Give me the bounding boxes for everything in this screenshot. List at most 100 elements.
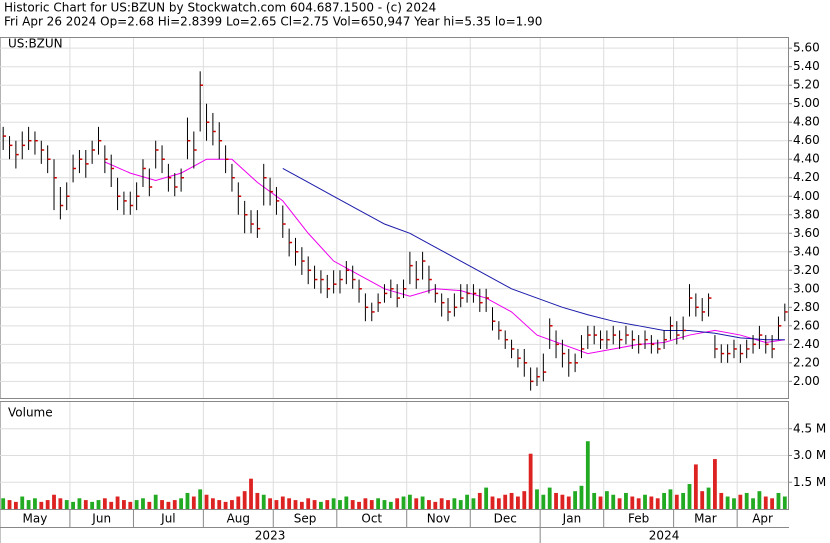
volume-bar bbox=[535, 489, 539, 509]
volume-bar bbox=[319, 501, 323, 509]
volume-bar bbox=[71, 501, 75, 509]
volume-bar bbox=[33, 498, 37, 509]
volume-bar bbox=[744, 492, 749, 509]
volume-bar bbox=[287, 498, 292, 509]
volume-bar bbox=[782, 496, 787, 509]
volume-bar bbox=[566, 496, 571, 509]
y-tick-label: 2.40 bbox=[793, 337, 820, 351]
y-tick-label: 5.00 bbox=[793, 96, 820, 110]
volume-bar bbox=[668, 489, 673, 509]
volume-bar bbox=[382, 500, 387, 509]
volume-bar bbox=[598, 496, 603, 509]
volume-bar bbox=[407, 494, 412, 509]
volume-bar bbox=[738, 494, 743, 509]
y-tick-label: 3.00 bbox=[793, 281, 820, 295]
x-tick-label: Feb bbox=[628, 512, 649, 526]
volume-bar bbox=[522, 491, 527, 509]
y-tick-label: 2.00 bbox=[793, 374, 820, 388]
x-tick-label: Jul bbox=[160, 512, 175, 526]
y-tick-label: 4.60 bbox=[793, 133, 820, 147]
volume-bar bbox=[643, 494, 647, 509]
volume-bar bbox=[624, 492, 628, 509]
y-tick-label: 3.60 bbox=[793, 226, 820, 240]
volume-bar bbox=[217, 500, 222, 509]
y-tick-label: 4.40 bbox=[793, 152, 820, 166]
volume-bar bbox=[134, 500, 139, 509]
x-tick-label: Jun bbox=[91, 512, 111, 526]
volume-bar bbox=[541, 494, 546, 509]
volume-bar bbox=[503, 494, 508, 509]
volume-bar bbox=[255, 492, 260, 509]
volume-bar bbox=[357, 501, 361, 509]
volume-bar bbox=[115, 496, 120, 509]
volume-bar bbox=[293, 500, 298, 509]
y-tick-label: 2.60 bbox=[793, 318, 820, 332]
y-tick-label: 3.80 bbox=[793, 207, 820, 221]
y-tick-label: 3.0 M bbox=[793, 448, 826, 462]
volume-bar bbox=[369, 500, 374, 509]
volume-bar bbox=[604, 491, 609, 509]
volume-bar bbox=[719, 492, 724, 509]
volume-bar bbox=[210, 498, 215, 509]
y-tick-label: 5.60 bbox=[793, 41, 820, 55]
volume-bar bbox=[325, 500, 330, 509]
volume-bar bbox=[636, 498, 641, 509]
volume-bar bbox=[725, 496, 730, 509]
volume-bar bbox=[630, 496, 635, 509]
volume-bar bbox=[687, 484, 692, 509]
volume-bar bbox=[388, 501, 393, 509]
volume-bar bbox=[751, 498, 755, 509]
volume-bar bbox=[554, 492, 558, 509]
volume-bar bbox=[7, 500, 12, 509]
volume-bar bbox=[763, 496, 768, 509]
volume-bar bbox=[299, 501, 304, 509]
volume-bar bbox=[395, 498, 400, 509]
y-tick-label: 1.5 M bbox=[793, 475, 826, 489]
volume-bar bbox=[706, 487, 711, 509]
volume-bar bbox=[490, 496, 495, 509]
volume-bar bbox=[64, 500, 69, 509]
chart-title: Historic Chart for US:BZUN by Stockwatch… bbox=[4, 1, 436, 15]
volume-bar bbox=[268, 498, 272, 509]
volume-bar bbox=[560, 494, 565, 509]
volume-bar bbox=[153, 494, 158, 509]
volume-bar bbox=[579, 485, 584, 509]
y-tick-label: 3.40 bbox=[793, 244, 820, 258]
volume-bar bbox=[427, 500, 431, 509]
volume-bar bbox=[261, 494, 266, 509]
volume-bar bbox=[465, 494, 469, 509]
volume-bar bbox=[700, 491, 705, 509]
y-tick-label: 4.00 bbox=[793, 189, 820, 203]
volume-bar bbox=[39, 501, 44, 509]
volume-bar bbox=[52, 494, 56, 509]
volume-bar bbox=[172, 500, 177, 509]
volume-bar bbox=[344, 496, 349, 509]
volume-bar bbox=[198, 489, 203, 509]
volume-bar bbox=[757, 491, 762, 509]
x-tick-label: Sep bbox=[294, 512, 317, 526]
volume-bar bbox=[401, 496, 406, 509]
volume-bar bbox=[109, 501, 114, 509]
volume-bar bbox=[433, 501, 438, 509]
volume-bar bbox=[147, 501, 152, 509]
volume-bar bbox=[414, 498, 419, 509]
volume-bar bbox=[249, 478, 253, 509]
volume-bar bbox=[83, 500, 88, 509]
volume-bar bbox=[528, 453, 533, 509]
volume-bar bbox=[439, 498, 444, 509]
x-tick-label: Jan bbox=[562, 512, 582, 526]
volume-bar bbox=[496, 498, 501, 509]
y-tick-label: 5.20 bbox=[793, 78, 820, 92]
volume-bar bbox=[770, 498, 775, 509]
volume-bar bbox=[655, 498, 660, 509]
volume-bar bbox=[350, 500, 355, 509]
volume-bar bbox=[452, 498, 457, 509]
volume-bar bbox=[1, 498, 6, 509]
volume-bar bbox=[331, 498, 336, 509]
volume-bar bbox=[13, 501, 18, 509]
volume-bar bbox=[547, 487, 552, 509]
volume-bar bbox=[338, 500, 342, 509]
volume-bar bbox=[516, 496, 520, 509]
